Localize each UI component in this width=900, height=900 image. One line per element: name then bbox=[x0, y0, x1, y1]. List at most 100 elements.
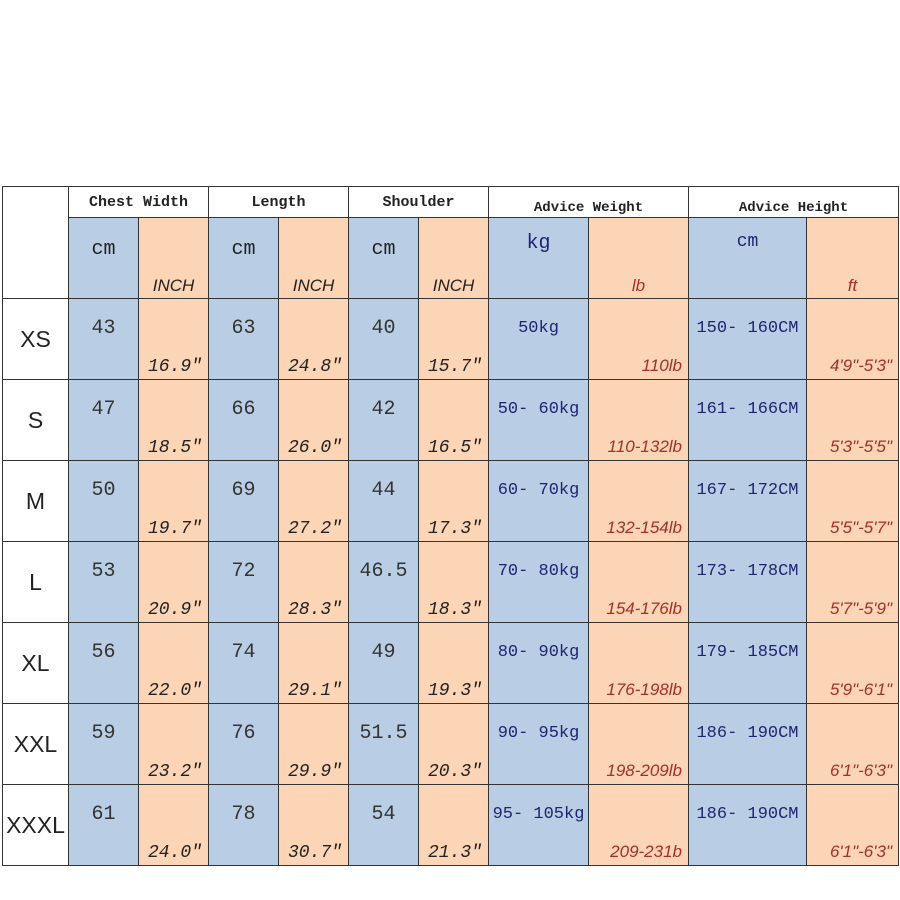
cell-length-cm: 74 bbox=[208, 622, 279, 704]
unit-chest-cm: cm bbox=[68, 217, 139, 299]
cell-ft: 4'9"-5'3" bbox=[806, 298, 899, 380]
cell-shoulder-in: 15.7" bbox=[418, 298, 489, 380]
size-row: XL 56 22.0" 74 29.1" 49 19.3" 80- 90kg 176-198lb… bbox=[2, 622, 899, 704]
cell-kg: 50- 60kg bbox=[488, 379, 589, 461]
unit-shoulder-cm: cm bbox=[348, 217, 419, 299]
cell-shoulder-cm: 44 bbox=[348, 460, 419, 542]
cell-chest-cm: 59 bbox=[68, 703, 139, 785]
cell-height-cm: 186- 190CM bbox=[688, 703, 807, 785]
size-row: S 47 18.5" 66 26.0" 42 16.5" 50- 60kg 110-132lb 1… bbox=[2, 379, 899, 461]
cell-lb: 198-209lb bbox=[588, 703, 689, 785]
cell-lb: 110lb bbox=[588, 298, 689, 380]
cell-chest-cm: 56 bbox=[68, 622, 139, 704]
cell-chest-in: 19.7" bbox=[138, 460, 209, 542]
cell-lb: 154-176lb bbox=[588, 541, 689, 623]
cell-kg: 50kg bbox=[488, 298, 589, 380]
cell-chest-in: 20.9" bbox=[138, 541, 209, 623]
cell-height-cm: 173- 178CM bbox=[688, 541, 807, 623]
corner-cell bbox=[2, 186, 69, 299]
cell-shoulder-in: 21.3" bbox=[418, 784, 489, 866]
cell-shoulder-in: 19.3" bbox=[418, 622, 489, 704]
cell-shoulder-cm: 40 bbox=[348, 298, 419, 380]
cell-kg: 90- 95kg bbox=[488, 703, 589, 785]
unit-length-cm: cm bbox=[208, 217, 279, 299]
cell-height-cm: 179- 185CM bbox=[688, 622, 807, 704]
size-row: XS 43 16.9" 63 24.8" 40 15.7" 50kg 110lb 150- 160… bbox=[2, 298, 899, 380]
cell-chest-in: 24.0" bbox=[138, 784, 209, 866]
cell-ft: 5'7"-5'9" bbox=[806, 541, 899, 623]
unit-chest-inch: INCH bbox=[138, 217, 209, 299]
cell-shoulder-cm: 42 bbox=[348, 379, 419, 461]
header-advice-height: Advice Height bbox=[688, 186, 899, 218]
cell-lb: 176-198lb bbox=[588, 622, 689, 704]
cell-chest-cm: 43 bbox=[68, 298, 139, 380]
cell-lb: 132-154lb bbox=[588, 460, 689, 542]
unit-lb: lb bbox=[588, 217, 689, 299]
size-row: XXL 59 23.2" 76 29.9" 51.5 20.3" 90- 95kg 198-20… bbox=[2, 703, 899, 785]
cell-size: XS bbox=[2, 298, 69, 380]
cell-chest-in: 18.5" bbox=[138, 379, 209, 461]
header-length: Length bbox=[208, 186, 349, 218]
size-row: XXXL 61 24.0" 78 30.7" 54 21.3" 95- 105kg 209-23… bbox=[2, 784, 899, 866]
cell-shoulder-cm: 49 bbox=[348, 622, 419, 704]
cell-shoulder-in: 18.3" bbox=[418, 541, 489, 623]
unit-kg: kg bbox=[488, 217, 589, 299]
cell-height-cm: 161- 166CM bbox=[688, 379, 807, 461]
cell-ft: 6'1"-6'3" bbox=[806, 784, 899, 866]
cell-shoulder-cm: 54 bbox=[348, 784, 419, 866]
cell-length-in: 28.3" bbox=[278, 541, 349, 623]
cell-height-cm: 167- 172CM bbox=[688, 460, 807, 542]
cell-shoulder-in: 16.5" bbox=[418, 379, 489, 461]
cell-length-cm: 63 bbox=[208, 298, 279, 380]
cell-length-cm: 66 bbox=[208, 379, 279, 461]
cell-length-in: 29.9" bbox=[278, 703, 349, 785]
cell-height-cm: 150- 160CM bbox=[688, 298, 807, 380]
cell-chest-cm: 47 bbox=[68, 379, 139, 461]
cell-ft: 5'5"-5'7" bbox=[806, 460, 899, 542]
cell-length-in: 26.0" bbox=[278, 379, 349, 461]
cell-kg: 80- 90kg bbox=[488, 622, 589, 704]
cell-length-cm: 76 bbox=[208, 703, 279, 785]
cell-chest-in: 22.0" bbox=[138, 622, 209, 704]
header-advice-weight: Advice Weight bbox=[488, 186, 689, 218]
cell-lb: 110-132lb bbox=[588, 379, 689, 461]
cell-shoulder-cm: 46.5 bbox=[348, 541, 419, 623]
cell-kg: 70- 80kg bbox=[488, 541, 589, 623]
size-chart-table: Chest Width Length Shoulder Advice Weigh… bbox=[2, 186, 899, 866]
cell-shoulder-in: 20.3" bbox=[418, 703, 489, 785]
cell-length-in: 27.2" bbox=[278, 460, 349, 542]
cell-kg: 60- 70kg bbox=[488, 460, 589, 542]
cell-length-in: 29.1" bbox=[278, 622, 349, 704]
cell-length-in: 24.8" bbox=[278, 298, 349, 380]
cell-ft: 5'9"-6'1" bbox=[806, 622, 899, 704]
unit-ft: ft bbox=[806, 217, 899, 299]
cell-length-cm: 78 bbox=[208, 784, 279, 866]
cell-chest-cm: 53 bbox=[68, 541, 139, 623]
cell-size: XXXL bbox=[2, 784, 69, 866]
cell-chest-in: 16.9" bbox=[138, 298, 209, 380]
cell-kg: 95- 105kg bbox=[488, 784, 589, 866]
cell-length-cm: 69 bbox=[208, 460, 279, 542]
cell-chest-in: 23.2" bbox=[138, 703, 209, 785]
cell-size: L bbox=[2, 541, 69, 623]
unit-height-cm: cm bbox=[688, 217, 807, 299]
header-chest-width: Chest Width bbox=[68, 186, 209, 218]
cell-lb: 209-231b bbox=[588, 784, 689, 866]
cell-chest-cm: 50 bbox=[68, 460, 139, 542]
cell-size: M bbox=[2, 460, 69, 542]
cell-shoulder-cm: 51.5 bbox=[348, 703, 419, 785]
cell-chest-cm: 61 bbox=[68, 784, 139, 866]
unit-length-inch: INCH bbox=[278, 217, 349, 299]
header-group-row: Chest Width Length Shoulder Advice Weigh… bbox=[2, 186, 899, 299]
cell-ft: 5'3"-5'5" bbox=[806, 379, 899, 461]
unit-row: cm INCH cm INCH cm INCH kg lb cm ft bbox=[3, 217, 899, 299]
cell-size: XXL bbox=[2, 703, 69, 785]
cell-length-cm: 72 bbox=[208, 541, 279, 623]
size-row: L 53 20.9" 72 28.3" 46.5 18.3" 70- 80kg 154-176l… bbox=[2, 541, 899, 623]
cell-shoulder-in: 17.3" bbox=[418, 460, 489, 542]
cell-size: XL bbox=[2, 622, 69, 704]
cell-length-in: 30.7" bbox=[278, 784, 349, 866]
size-row: M 50 19.7" 69 27.2" 44 17.3" 60- 70kg 132-154lb 1… bbox=[2, 460, 899, 542]
unit-shoulder-inch: INCH bbox=[418, 217, 489, 299]
cell-ft: 6'1"-6'3" bbox=[806, 703, 899, 785]
